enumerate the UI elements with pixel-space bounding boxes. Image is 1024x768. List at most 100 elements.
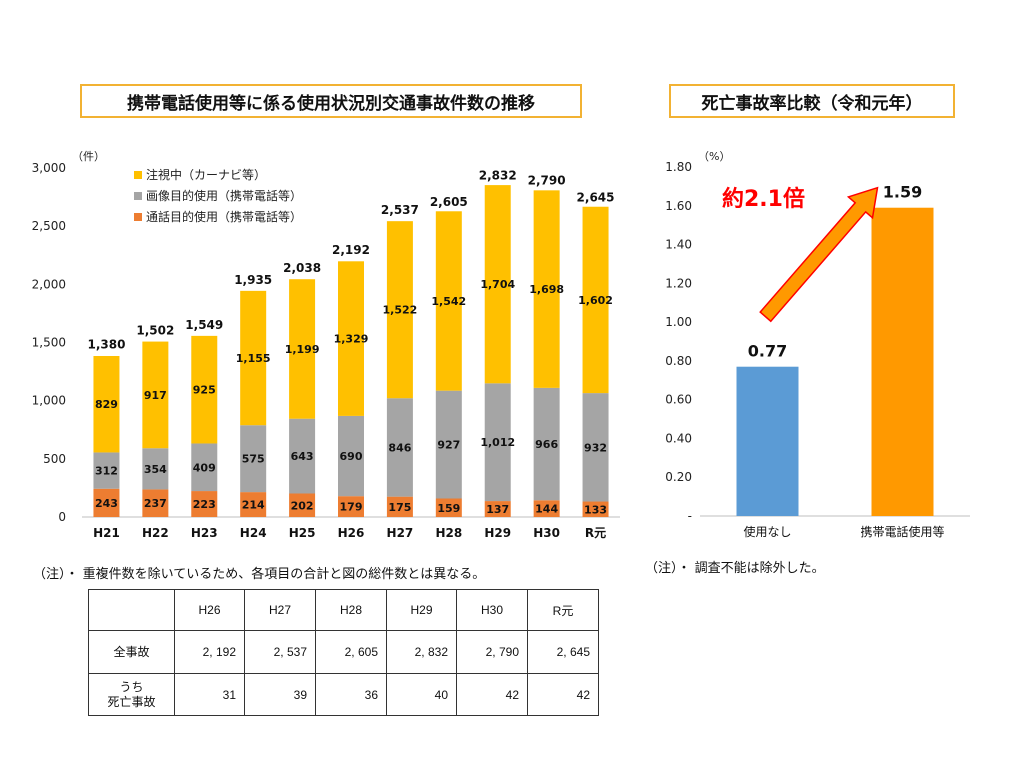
- data-label: 137: [486, 503, 509, 516]
- bar-segment: [289, 493, 316, 517]
- bar-segment: [191, 335, 218, 444]
- total-label: 2,192: [332, 243, 370, 257]
- bar-segment: [484, 185, 511, 384]
- left-footnote: （注）・ 重複件数を除いているため、各項目の合計と図の総件数とは異なる。: [33, 567, 486, 582]
- table-row-label: 全事故: [88, 630, 175, 674]
- table-header-cell: H26: [174, 589, 245, 631]
- bar-segment: [338, 415, 364, 497]
- x-tick-label: 携帯電話使用等: [860, 524, 944, 539]
- bar-segment: [142, 341, 169, 449]
- bar-segment: [435, 390, 462, 499]
- data-label: 202: [291, 499, 314, 512]
- bar-segment: [240, 425, 267, 493]
- y-tick-label: 0.80: [665, 354, 692, 368]
- data-label: 690: [340, 450, 363, 463]
- bar-segment: [386, 398, 413, 497]
- accident-trend-chart: （件） 0 500 1,000 1,500 2,000 2,500 3,000 243 312 82…: [32, 150, 620, 540]
- bar-segment: [93, 488, 120, 517]
- y-axis-unit-label: （件）: [72, 150, 105, 163]
- table-row: うち 死亡事故 31 39 36 40 42 42: [88, 673, 599, 716]
- data-label: 846: [388, 441, 411, 454]
- right-footnote: （注）・ 調査不能は除外した。: [645, 561, 825, 576]
- x-tick-label: R元: [585, 526, 606, 540]
- data-label: 175: [388, 501, 411, 514]
- total-label: 2,038: [283, 261, 321, 275]
- x-tick-label: H21: [93, 526, 120, 540]
- data-label: 1,542: [431, 295, 466, 308]
- x-tick-label: H24: [240, 526, 267, 540]
- total-label: 2,790: [528, 173, 566, 187]
- data-label: 1,602: [578, 294, 613, 307]
- x-tick-label: 使用なし: [743, 524, 791, 539]
- left-chart-title: 携帯電話使用等に係る使用状況別交通事故件数の推移: [80, 84, 582, 118]
- data-label: 179: [340, 501, 363, 514]
- data-label: 643: [291, 450, 314, 463]
- table-cell: 2, 790: [456, 630, 528, 674]
- bar-segment: [484, 501, 511, 517]
- data-label: 0.77: [748, 342, 787, 361]
- legend-label: 通話目的使用（携帯電話等）: [146, 209, 302, 224]
- total-label: 2,832: [479, 169, 517, 183]
- table-header-row: H26 H27 H28 H29 H30 R元: [88, 589, 599, 631]
- bar-segment: [435, 498, 462, 517]
- data-label: 237: [144, 497, 167, 510]
- bar-segment: [142, 448, 169, 490]
- bar-segment: [386, 496, 413, 517]
- y-tick-label: 1,500: [32, 336, 66, 350]
- y-tick-label: 0.60: [665, 393, 692, 407]
- data-label: 1,698: [529, 283, 564, 296]
- x-tick-label: H22: [142, 526, 169, 540]
- legend-label: 画像目的使用（携帯電話等）: [146, 188, 302, 203]
- accident-count-table: H26 H27 H28 H29 H30 R元 全事故 2, 192 2, 537…: [88, 589, 599, 716]
- data-label: 133: [584, 503, 607, 516]
- bar-segment: [386, 221, 413, 399]
- legend-swatch: [134, 213, 142, 221]
- bar-segment: [93, 452, 120, 489]
- y-tick-label: 1.80: [665, 160, 692, 174]
- bar-segment: [142, 489, 169, 517]
- x-tick-label: H25: [289, 526, 316, 540]
- data-label: 409: [193, 461, 216, 474]
- data-label: 829: [95, 398, 118, 411]
- bar-segment: [533, 500, 560, 517]
- table-cell: 42: [527, 673, 599, 716]
- table-header-cell: H28: [315, 589, 387, 631]
- data-label: 1,199: [285, 343, 320, 356]
- right-chart-title: 死亡事故率比較（令和元年）: [669, 84, 955, 118]
- data-label: 1,155: [236, 352, 271, 365]
- table-header-cell: H30: [456, 589, 528, 631]
- x-tick-label: H27: [387, 526, 414, 540]
- data-label: 1.59: [883, 183, 922, 202]
- bar-segment: [484, 383, 511, 502]
- x-tick-label: H30: [533, 526, 560, 540]
- y-tick-label: 0.40: [665, 431, 692, 445]
- data-label: 966: [535, 438, 558, 451]
- data-label: 927: [437, 439, 460, 452]
- total-label: 1,935: [234, 273, 272, 287]
- data-label: 1,522: [383, 304, 418, 317]
- bar-segment: [240, 492, 267, 517]
- total-label: 2,645: [577, 190, 615, 204]
- y-tick-label: 1.20: [665, 276, 692, 290]
- ratio-annotation: 約2.1倍: [722, 186, 805, 212]
- x-tick-label: H28: [435, 526, 462, 540]
- bar-segment: [93, 355, 120, 453]
- data-label: 925: [193, 384, 216, 397]
- total-label: 2,537: [381, 203, 419, 217]
- y-tick-label: 2,000: [32, 277, 66, 291]
- table-cell: 42: [456, 673, 528, 716]
- table-row-label-line: 死亡事故: [107, 694, 156, 709]
- y-tick-label: -: [688, 509, 692, 523]
- x-tick-label: H29: [484, 526, 511, 540]
- data-label: 144: [535, 503, 558, 516]
- bar-segment: [338, 261, 364, 416]
- data-label: 932: [584, 441, 607, 454]
- data-label: 159: [437, 502, 460, 515]
- table-row-label: うち 死亡事故: [88, 673, 175, 716]
- data-label: 1,012: [480, 436, 515, 449]
- table-row: 全事故 2, 192 2, 537 2, 605 2, 832 2, 790 2…: [88, 630, 599, 674]
- y-tick-label: 1.60: [665, 199, 692, 213]
- table-cell: 39: [244, 673, 316, 716]
- x-tick-label: H23: [191, 526, 218, 540]
- bar-segment: [289, 418, 316, 494]
